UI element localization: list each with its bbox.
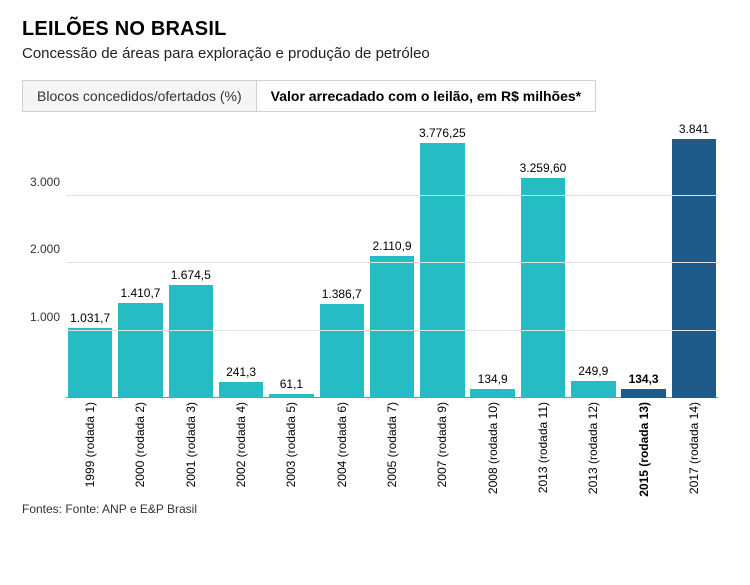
bar-column: 61,1: [267, 128, 315, 398]
bar-column: 1.674,5: [167, 128, 215, 398]
bar: 1.386,7: [320, 304, 364, 398]
x-tick-label: 2002 (rodada 4): [234, 402, 248, 487]
chart-title: LEILÕES NO BRASIL: [22, 18, 728, 41]
x-tick-label: 2004 (rodada 6): [335, 402, 349, 487]
bar-column: 2.110,9: [368, 128, 416, 398]
bar-value-label: 134,3: [629, 372, 659, 386]
bars-container: 1.031,71.410,71.674,5241,361,11.386,72.1…: [66, 128, 718, 398]
gridline: [66, 330, 718, 331]
bar-value-label: 134,9: [478, 372, 508, 386]
x-label-column: 2015 (rodada 13): [619, 398, 667, 488]
x-label-column: 2004 (rodada 6): [318, 398, 366, 488]
bar: 1.674,5: [169, 285, 213, 398]
bar-value-label: 1.031,7: [70, 311, 110, 325]
y-tick-label: 2.000: [30, 242, 60, 256]
x-label-column: 2001 (rodada 3): [167, 398, 215, 488]
tab-valor[interactable]: Valor arrecadado com o leilão, em R$ mil…: [257, 81, 595, 111]
bar-value-label: 3.841: [679, 122, 709, 136]
x-label-column: 2017 (rodada 14): [670, 398, 718, 488]
bar-column: 3.841: [670, 128, 718, 398]
gridline: [66, 195, 718, 196]
x-axis-labels: 1999 (rodada 1) 2000 (rodada 2) 2001 (roda…: [66, 398, 718, 488]
x-tick-label: 2007 (rodada 9): [435, 402, 449, 487]
source-text: Fontes: Fonte: ANP e E&P Brasil: [22, 502, 728, 516]
chart-subtitle: Concessão de áreas para exploração e pro…: [22, 45, 728, 62]
bar: 3.776,25: [420, 143, 464, 398]
bar: 249,9: [571, 381, 615, 398]
x-label-column: 2005 (rodada 7): [368, 398, 416, 488]
bar-value-label: 61,1: [280, 377, 303, 391]
bar-column: 1.410,7: [116, 128, 164, 398]
bar-value-label: 3.259,60: [520, 161, 567, 175]
x-label-column: 2013 (rodada 11): [519, 398, 567, 488]
x-tick-label: 2013 (rodada 12): [586, 402, 600, 494]
bar: 134,9: [470, 389, 514, 398]
tab-blocos[interactable]: Blocos concedidos/ofertados (%): [23, 81, 257, 111]
x-tick-label: 2008 (rodada 10): [486, 402, 500, 494]
bar-column: 241,3: [217, 128, 265, 398]
bar-value-label: 241,3: [226, 365, 256, 379]
y-tick-label: 3.000: [30, 175, 60, 189]
gridline: [66, 262, 718, 263]
x-tick-label: 2001 (rodada 3): [184, 402, 198, 487]
bar-value-label: 3.776,25: [419, 126, 466, 140]
x-label-column: 2008 (rodada 10): [469, 398, 517, 488]
bar-column: 3.259,60: [519, 128, 567, 398]
bar-column: 134,3: [619, 128, 667, 398]
bar-column: 134,9: [469, 128, 517, 398]
x-tick-label: 2015 (rodada 13): [637, 402, 651, 497]
x-tick-label: 2000 (rodada 2): [133, 402, 147, 487]
bar: 1.031,7: [68, 328, 112, 398]
x-label-column: 2013 (rodada 12): [569, 398, 617, 488]
x-label-column: 2007 (rodada 9): [418, 398, 466, 488]
bar: 3.841: [672, 139, 716, 398]
bar-value-label: 1.386,7: [322, 287, 362, 301]
x-tick-label: 2013 (rodada 11): [536, 402, 550, 493]
y-tick-label: 1.000: [30, 310, 60, 324]
bar-column: 1.031,7: [66, 128, 114, 398]
bar: 241,3: [219, 382, 263, 398]
x-label-column: 1999 (rodada 1): [66, 398, 114, 488]
bar-value-label: 2.110,9: [372, 239, 411, 253]
x-tick-label: 2017 (rodada 14): [687, 402, 701, 494]
bar: 134,3: [621, 389, 665, 398]
x-tick-label: 2003 (rodada 5): [284, 402, 298, 487]
x-label-column: 2002 (rodada 4): [217, 398, 265, 488]
x-label-column: 2000 (rodada 2): [116, 398, 164, 488]
bar-chart: 1.031,71.410,71.674,5241,361,11.386,72.1…: [22, 118, 728, 488]
bar: 3.259,60: [521, 178, 565, 398]
bar-value-label: 249,9: [578, 364, 608, 378]
bar-column: 249,9: [569, 128, 617, 398]
bar-value-label: 1.674,5: [171, 268, 211, 282]
x-label-column: 2003 (rodada 5): [267, 398, 315, 488]
bar: 1.410,7: [118, 303, 162, 398]
tab-bar: Blocos concedidos/ofertados (%) Valor ar…: [22, 80, 596, 112]
bar: 2.110,9: [370, 256, 414, 398]
x-tick-label: 2005 (rodada 7): [385, 402, 399, 487]
bar-column: 3.776,25: [418, 128, 466, 398]
bar-value-label: 1.410,7: [120, 286, 160, 300]
bar-column: 1.386,7: [318, 128, 366, 398]
x-tick-label: 1999 (rodada 1): [83, 402, 97, 487]
